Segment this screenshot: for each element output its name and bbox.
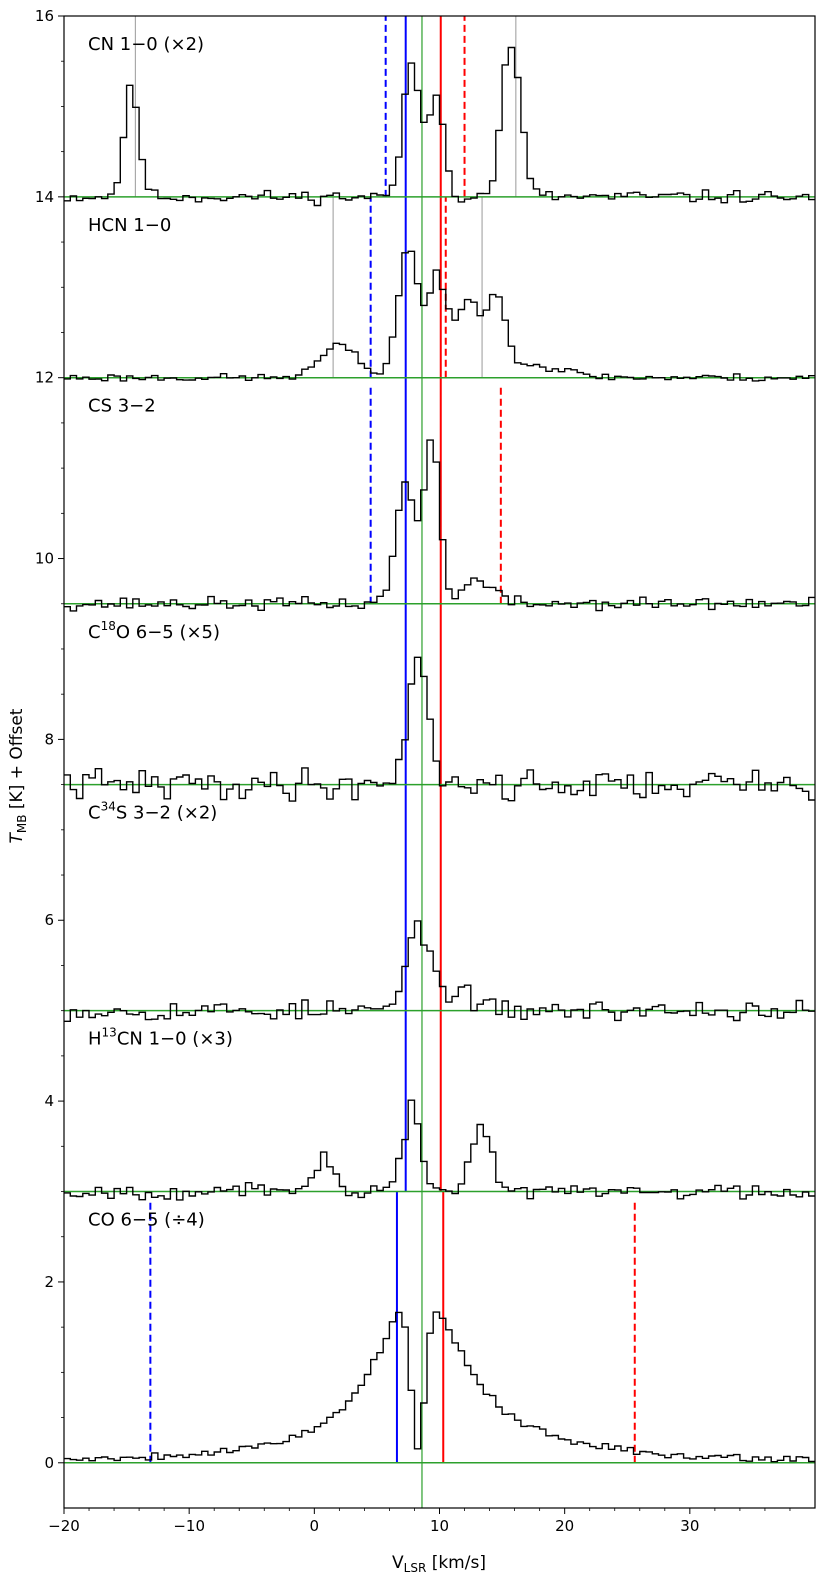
y-tick-label: 0 xyxy=(44,1454,54,1472)
spectral-line-label: C34S 3−2 (×2) xyxy=(88,800,217,824)
x-tick-label: 0 xyxy=(310,1517,320,1535)
y-tick-label: 16 xyxy=(35,7,54,25)
y-tick-label: 2 xyxy=(44,1273,54,1291)
spectrum-line xyxy=(64,920,815,1022)
y-tick-label: 4 xyxy=(44,1092,54,1110)
baselines xyxy=(64,196,815,1464)
spectral-line-label: CN 1−0 (×2) xyxy=(88,34,204,55)
x-tick-label: −20 xyxy=(48,1517,80,1535)
spectrum-line xyxy=(64,656,815,802)
spectra xyxy=(64,46,815,1463)
x-tick-label: 30 xyxy=(680,1517,699,1535)
spectral-line-label: C18O 6−5 (×5) xyxy=(88,619,220,643)
y-tick-label: 12 xyxy=(35,369,54,387)
x-tick-label: 10 xyxy=(430,1517,449,1535)
spectrum-line xyxy=(64,46,815,207)
spectral-line-label: HCN 1−0 xyxy=(88,215,171,236)
line-labels: CN 1−0 (×2) HCN 1−0 CS 3−2 C18O 6−5 (×5) C34… xyxy=(88,34,233,1231)
y-tick-label: 6 xyxy=(44,911,54,929)
velocity-markers xyxy=(134,16,636,1508)
axes: −20 −10 0 10 20 30 0 2 4 6 8 10 12 14 16 xyxy=(35,7,816,1535)
x-axis-label: VLSR [km/s] xyxy=(392,1553,486,1575)
spectral-line-label: H13CN 1−0 (×3) xyxy=(88,1026,233,1050)
spectrum-line xyxy=(64,439,815,612)
y-tick-label: 10 xyxy=(35,550,54,568)
spectrum-line xyxy=(64,250,815,382)
spectral-line-label: CS 3−2 xyxy=(88,396,156,417)
x-tick-label: 20 xyxy=(555,1517,574,1535)
y-axis-label: TMB [K] + Offset xyxy=(7,708,29,843)
spectral-line-label: CO 6−5 (÷4) xyxy=(88,1210,205,1231)
spectrum-line xyxy=(64,1099,815,1201)
spectrum-line xyxy=(64,1311,815,1463)
y-tick-label: 14 xyxy=(35,188,54,206)
y-tick-label: 8 xyxy=(44,730,54,748)
x-tick-label: −10 xyxy=(173,1517,205,1535)
